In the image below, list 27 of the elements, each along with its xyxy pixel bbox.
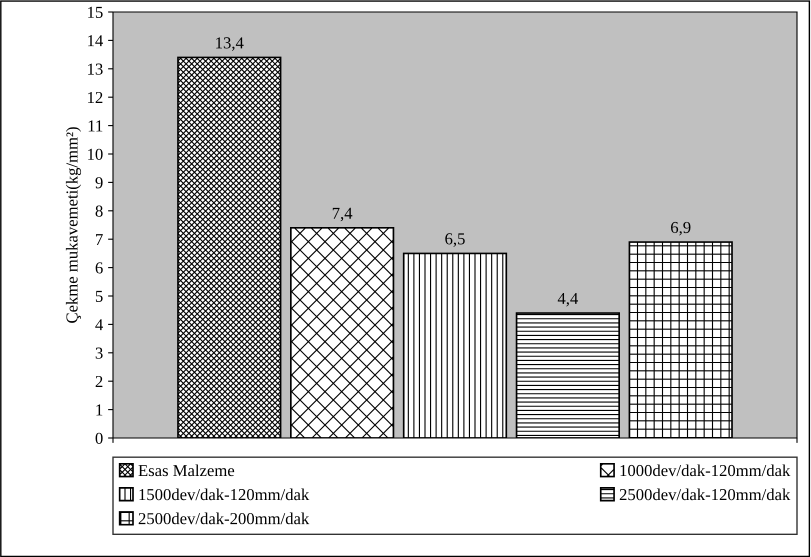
data-label: 6,9 [671,222,690,236]
y-tick-label: 13 [88,64,103,75]
y-tick-label: 6 [96,262,103,274]
y-tick-label: 0 [96,432,103,444]
legend-label: 2500dev/dak-120mm/dak [620,488,790,500]
legend-label: 2500dev/dak-200mm/dak [138,512,310,524]
data-label: 13,4 [216,37,244,51]
legend-label: Esas Malzeme [138,464,234,476]
y-tick-label: 7 [96,234,103,245]
y-tick-label: 11 [88,120,102,132]
y-tick-label: 9 [95,177,103,188]
data-label: 6,5 [445,233,465,247]
legend-label: 1000dev/dak-120mm/dak [620,464,790,476]
y-tick-label: 4 [95,319,104,330]
legend-label: 1500dev/dak-120mm/dak [139,488,310,500]
y-tick-label: 2 [96,376,102,387]
y-tick-label: 12 [88,92,102,103]
y-tick-label: 3 [96,348,103,359]
data-label: 7,4 [332,208,352,222]
y-axis-title: Çekme mukavemeti(kg/mm²) [66,127,82,323]
y-tick-label: 1 [96,404,102,416]
y-tick-label: 10 [88,148,103,160]
data-label: 4,4 [558,292,578,306]
y-tick-label: 14 [88,35,104,46]
y-tick-label: 8 [96,206,103,217]
y-tick-label: 5 [96,290,103,302]
y-tick-label: 15 [88,6,103,18]
